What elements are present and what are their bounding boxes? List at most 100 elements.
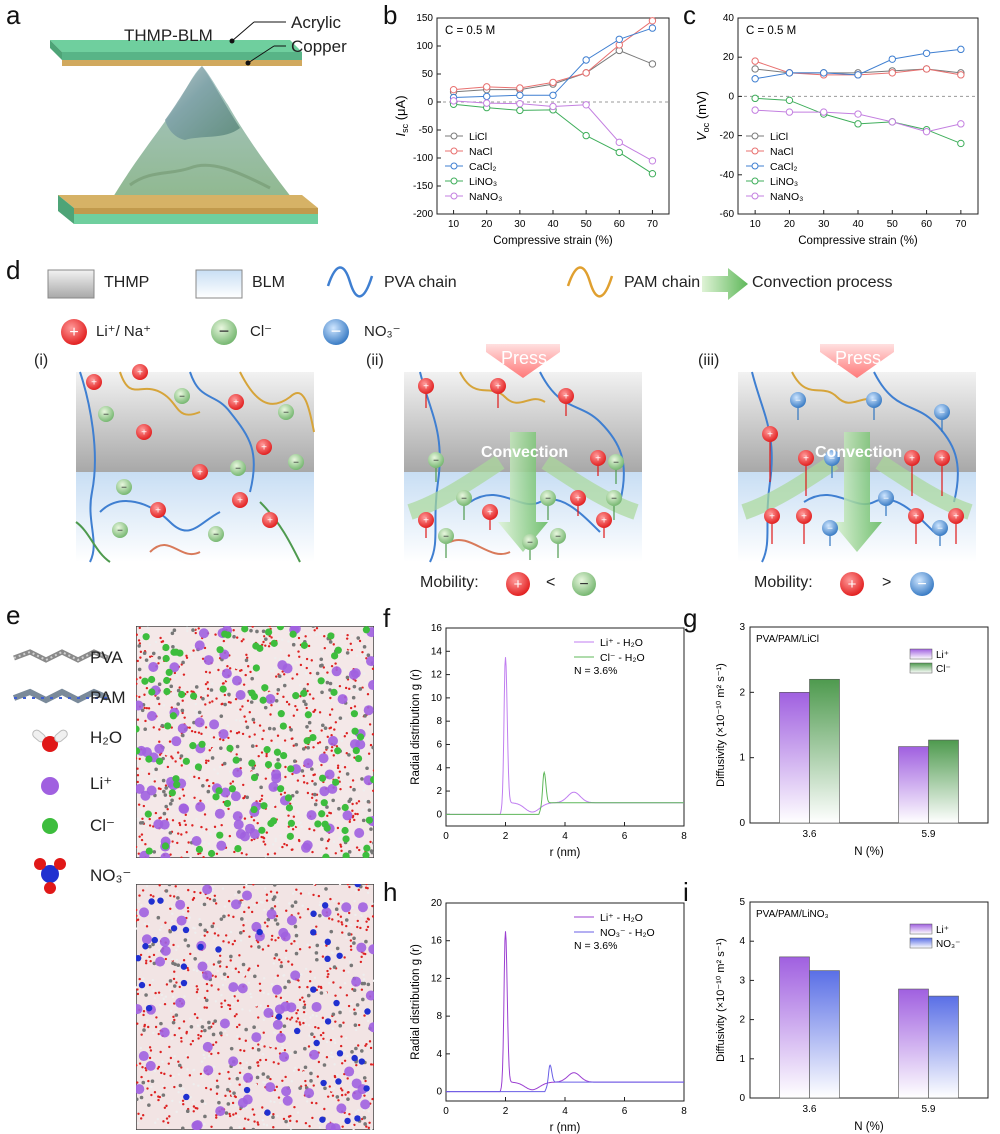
lithium-ion-particle (160, 945, 171, 956)
y-tick-label: -40 (720, 170, 735, 181)
data-point (516, 106, 524, 115)
thmp-blm-label: THMP-BLM (124, 26, 213, 45)
lithium-ion-particle (265, 1082, 276, 1093)
legend-marker (751, 192, 759, 200)
chloride-ion-particle (155, 757, 164, 765)
chloride-ion-particle (216, 831, 224, 839)
chloride-ion-particle (292, 692, 300, 700)
nitrate-ion-particle (180, 979, 188, 987)
y-tick-label: 0 (739, 1093, 745, 1104)
y-tick-label: -50 (419, 125, 434, 136)
svg-text:−: − (283, 408, 289, 419)
nitrate-ion-particle (310, 910, 317, 917)
subpanel-i (75, 371, 315, 563)
svg-text:−: − (579, 576, 588, 593)
lithium-ion-particle (368, 1022, 374, 1033)
legend-swatch (909, 662, 933, 674)
legend-label: CaCl₂ (469, 161, 496, 173)
cation-icon (590, 450, 606, 466)
chloride-ion-particle (182, 757, 190, 765)
chloride-ion-particle (136, 747, 141, 755)
x-tick-label: 40 (852, 219, 864, 230)
nitrate-icon (824, 450, 840, 466)
molecule-legend-icons (12, 649, 110, 894)
data-point (615, 148, 623, 157)
convection-arrow-icon (702, 268, 748, 300)
thmp-legend-label: THMP (104, 274, 150, 291)
nitrate-ion-particle (363, 1085, 370, 1092)
x-tick-label: 4 (562, 1106, 568, 1117)
data-point (751, 75, 759, 83)
svg-text:+: + (141, 428, 147, 439)
legend-label: NaCl (770, 146, 793, 158)
lithium-ion-particle (153, 819, 164, 830)
y-tick-label: 4 (436, 763, 442, 774)
legend-swatch (909, 648, 933, 660)
chloride-ion-particle (261, 684, 269, 692)
svg-text:−: − (293, 458, 299, 469)
x-axis-label: Compressive strain (%) (798, 235, 918, 247)
chloride-ion-particle (287, 819, 296, 827)
nitrate-ion-particle (182, 926, 190, 934)
nitrate-ion-icon (34, 858, 66, 894)
y-tick-label: -60 (720, 209, 735, 220)
svg-text:+: + (495, 382, 501, 393)
chloride-ion-particle (287, 765, 295, 773)
x-tick-label: 0 (443, 831, 449, 842)
x-tick-label: 6 (622, 831, 628, 842)
lithium-ion-particle (272, 1019, 283, 1030)
y-tick-label: 1 (739, 753, 745, 764)
lithium-ion-particle (282, 1095, 293, 1106)
lithium-ion-particle (136, 1004, 143, 1015)
data-point (648, 157, 657, 165)
data-point (854, 71, 862, 79)
lithium-ion-particle (309, 1049, 320, 1060)
data-point (615, 138, 623, 147)
data-point (922, 65, 931, 73)
svg-text:−: − (795, 396, 801, 407)
svg-text:+: + (848, 576, 857, 593)
chloride-ion-particle (273, 748, 282, 756)
data-point (957, 139, 965, 148)
nitrate-ion-particle (275, 1013, 283, 1020)
data-point (820, 108, 828, 116)
lithium-ion-particle (232, 811, 243, 822)
subpanel-i-label: (i) (34, 352, 49, 369)
lithium-ion-particle (268, 781, 279, 792)
lithium-ion-particle (203, 1065, 214, 1076)
lithium-ion-particle (327, 783, 338, 794)
data-point (820, 69, 828, 77)
chloride-ion-particle (173, 781, 181, 789)
nitrate-ion-particle (336, 1050, 344, 1057)
chloride-icon (428, 452, 444, 468)
y-tick-label: 12 (431, 670, 443, 681)
lithium-ion-particle (290, 970, 301, 981)
chloride-ion-particle (286, 832, 294, 840)
chloride-icon (208, 526, 224, 542)
chloride-ion-particle (234, 845, 242, 853)
chloride-icon (608, 454, 624, 470)
svg-text:+: + (423, 382, 429, 393)
nitrate-ion-particle (354, 1115, 361, 1122)
x-tick-label: 40 (547, 219, 559, 230)
y-tick-label: 0 (427, 97, 433, 108)
lithium-ion-particle (159, 936, 170, 947)
legend-label: Cl⁻ (936, 664, 951, 675)
legend-label: Li⁺ - H₂O (600, 637, 643, 649)
lithium-ion-particle (139, 907, 150, 918)
chloride-ion-particle (277, 785, 285, 793)
x-tick-label: 2 (503, 831, 509, 842)
svg-text:+: + (487, 508, 493, 519)
lithium-ion-particle (278, 927, 289, 938)
chloride-ion-particle (356, 733, 365, 741)
bar (928, 739, 959, 824)
chloride-ion-particle (334, 646, 342, 654)
cation-icon (482, 504, 498, 520)
data-point (449, 97, 458, 105)
nitrate-ion-particle (324, 955, 331, 963)
pva-legend-swatch (326, 266, 374, 298)
bar (779, 956, 810, 1099)
svg-text:−: − (939, 408, 945, 419)
svg-text:−: − (555, 532, 561, 543)
data-point (957, 45, 965, 54)
